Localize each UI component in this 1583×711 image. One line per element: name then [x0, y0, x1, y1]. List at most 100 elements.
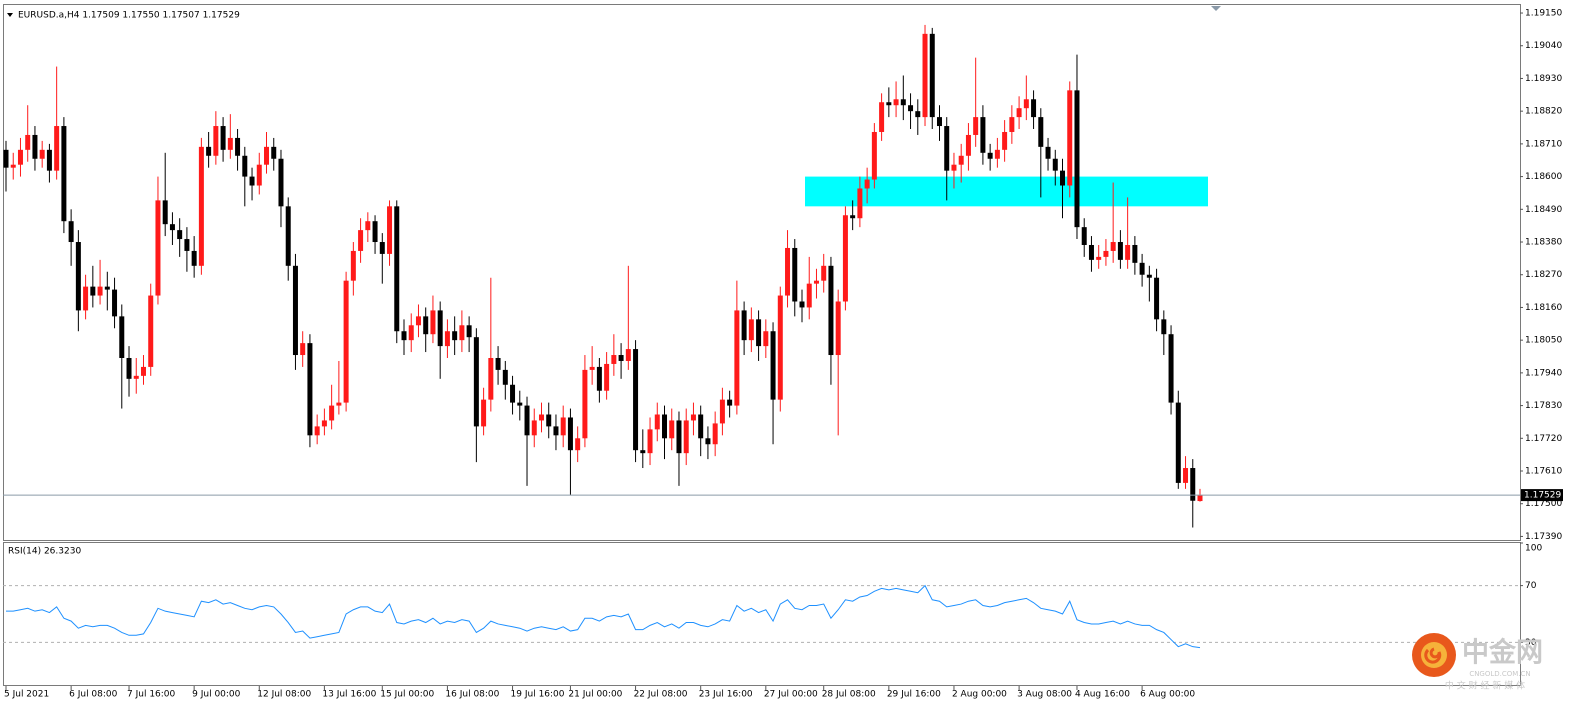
candle-body [980, 117, 986, 153]
candle-body [582, 369, 588, 439]
candle-body [871, 131, 877, 180]
candle-body [864, 179, 870, 189]
candle-body [705, 438, 711, 445]
candle-body [748, 319, 754, 341]
y-tick-label: 1.17830 [1525, 401, 1562, 411]
candle-body [712, 423, 718, 445]
candle-body [842, 215, 848, 302]
y-tick-label: 30 [1525, 638, 1537, 648]
candle-body [1002, 131, 1008, 150]
y-tick-label: 1.18490 [1525, 205, 1562, 215]
candle-body [1096, 256, 1102, 260]
candle-body [423, 316, 429, 335]
candle-body [227, 137, 233, 150]
candle-body [249, 176, 255, 186]
watermark-brand: 中金网 [1462, 637, 1543, 669]
candle-body [184, 239, 190, 251]
candle-body [90, 286, 96, 296]
rsi-panel [3, 542, 1521, 686]
x-tick-label: 7 Jul 16:00 [127, 690, 176, 700]
candle-body [97, 286, 103, 296]
candle-body [886, 102, 892, 106]
candle-body [365, 221, 371, 231]
x-tick-label: 21 Jul 00:00 [568, 690, 622, 700]
candle-body [618, 355, 624, 361]
x-tick-label: 3 Aug 08:00 [1017, 690, 1072, 700]
candle-body [466, 325, 472, 338]
candle-body [821, 265, 827, 281]
x-tick-label: 23 Jul 16:00 [699, 690, 753, 700]
y-tick-label: 100 [1525, 544, 1542, 554]
price-panel [3, 4, 1521, 541]
candle-body [850, 215, 856, 219]
candle-body [256, 164, 262, 186]
candle-body [46, 149, 52, 171]
x-tick-label: 6 Aug 00:00 [1140, 690, 1195, 700]
candle-body [546, 414, 552, 427]
y-tick-label: 1.19040 [1525, 41, 1562, 51]
candle-body [835, 301, 841, 356]
candle-body [1175, 402, 1181, 483]
candle-body [61, 126, 67, 222]
candle-body [1146, 274, 1152, 278]
candle-body [1067, 90, 1073, 186]
candle-body [372, 221, 378, 243]
candle-body [857, 188, 863, 219]
candle-body [683, 420, 689, 454]
candle-body [444, 331, 450, 347]
logo-swirl [1424, 647, 1442, 664]
candle-body [206, 146, 212, 156]
zone [805, 176, 1208, 207]
candle-body [785, 247, 791, 296]
candle-body [1117, 242, 1123, 260]
candle-body [625, 349, 631, 361]
y-tick-label: 1.18380 [1525, 238, 1562, 248]
x-tick-label: 9 Jul 00:00 [192, 690, 241, 700]
y-tick-label: 1.18710 [1525, 139, 1562, 149]
candle-body [292, 265, 298, 356]
candle-body [314, 426, 320, 436]
y-tick-label: 1.17390 [1525, 532, 1562, 542]
x-tick-label: 16 Jul 08:00 [445, 690, 499, 700]
candle-body [300, 343, 306, 356]
x-tick-label: 4 Aug 16:00 [1075, 690, 1130, 700]
y-tick-label: 1.19150 [1525, 9, 1562, 19]
candle-body [828, 265, 834, 356]
candle-body [321, 420, 327, 427]
candle-body [1161, 319, 1167, 335]
candle-body [792, 247, 798, 302]
candle-body [1081, 227, 1087, 245]
rsi-line [6, 584, 1201, 649]
candle-body [654, 414, 660, 430]
candle-body [68, 221, 74, 243]
candle-body [524, 405, 530, 436]
x-tick-label: 28 Jul 08:00 [822, 690, 876, 700]
candle-body [39, 149, 45, 159]
candle-body [220, 126, 226, 150]
candle-body [3, 149, 9, 168]
candle-body [1110, 242, 1116, 251]
x-tick-label: 13 Jul 16:00 [322, 690, 376, 700]
candle-body [1016, 108, 1022, 118]
candle-body [394, 206, 400, 332]
candle-body [915, 111, 921, 118]
x-tick-label: 19 Jul 16:00 [511, 690, 565, 700]
candle-body [1045, 146, 1051, 159]
candle-body [734, 310, 740, 406]
candle-body [965, 134, 971, 156]
candle-body [104, 286, 110, 290]
rsi-title: RSI(14) 26.3230 [8, 547, 81, 557]
candle-body [148, 295, 154, 367]
candle-body [488, 357, 494, 400]
y-tick-label: 1.18160 [1525, 303, 1562, 313]
y-tick-label: 1.17940 [1525, 368, 1562, 378]
candle-body [777, 295, 783, 400]
candle-body [727, 399, 733, 406]
x-tick-label: 27 Jul 00:00 [764, 690, 818, 700]
candle-body [669, 420, 675, 439]
candle-body [495, 357, 501, 370]
symbol-arrow [7, 13, 13, 17]
candle-body [1088, 244, 1094, 260]
candle-body [379, 242, 385, 254]
